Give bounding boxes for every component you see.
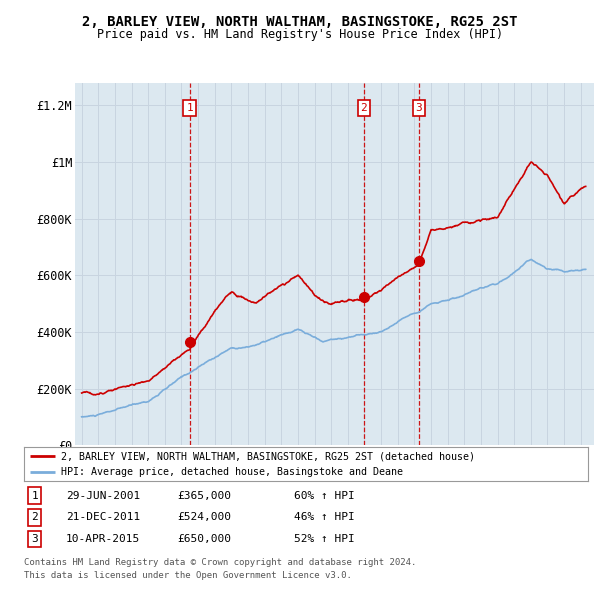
Text: 3: 3 <box>31 535 38 544</box>
Text: £650,000: £650,000 <box>177 535 231 544</box>
Text: 21-DEC-2011: 21-DEC-2011 <box>66 513 140 522</box>
Text: 1: 1 <box>31 491 38 500</box>
Text: 2: 2 <box>361 103 367 113</box>
Text: 60% ↑ HPI: 60% ↑ HPI <box>294 491 355 500</box>
Text: 29-JUN-2001: 29-JUN-2001 <box>66 491 140 500</box>
Text: 10-APR-2015: 10-APR-2015 <box>66 535 140 544</box>
Text: 2: 2 <box>31 513 38 522</box>
Text: 2, BARLEY VIEW, NORTH WALTHAM, BASINGSTOKE, RG25 2ST: 2, BARLEY VIEW, NORTH WALTHAM, BASINGSTO… <box>82 15 518 30</box>
Text: 1: 1 <box>186 103 193 113</box>
Text: 2, BARLEY VIEW, NORTH WALTHAM, BASINGSTOKE, RG25 2ST (detached house): 2, BARLEY VIEW, NORTH WALTHAM, BASINGSTO… <box>61 451 475 461</box>
Text: This data is licensed under the Open Government Licence v3.0.: This data is licensed under the Open Gov… <box>24 571 352 579</box>
Text: 46% ↑ HPI: 46% ↑ HPI <box>294 513 355 522</box>
Text: HPI: Average price, detached house, Basingstoke and Deane: HPI: Average price, detached house, Basi… <box>61 467 403 477</box>
Text: 52% ↑ HPI: 52% ↑ HPI <box>294 535 355 544</box>
Text: £365,000: £365,000 <box>177 491 231 500</box>
Text: 3: 3 <box>415 103 422 113</box>
Text: Price paid vs. HM Land Registry's House Price Index (HPI): Price paid vs. HM Land Registry's House … <box>97 28 503 41</box>
Text: Contains HM Land Registry data © Crown copyright and database right 2024.: Contains HM Land Registry data © Crown c… <box>24 558 416 566</box>
Text: £524,000: £524,000 <box>177 513 231 522</box>
